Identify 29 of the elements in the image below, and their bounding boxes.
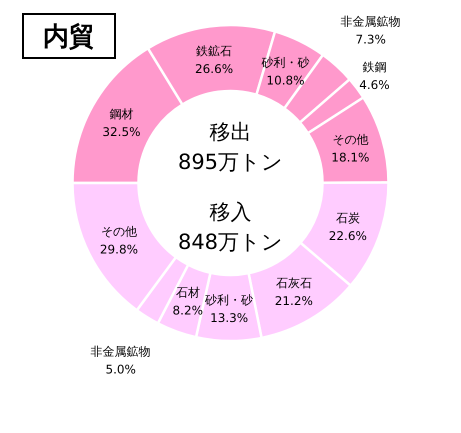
slice-label: その他 — [100, 224, 137, 238]
text: 移入 — [210, 200, 252, 224]
data-label: 10.8% — [266, 74, 305, 88]
data-label: 8.2% — [172, 303, 204, 318]
slice-label: 石材 — [176, 285, 200, 300]
text: 848万トン — [178, 230, 284, 254]
data-label: 18.1% — [331, 150, 370, 165]
data-label: 5.0% — [105, 362, 136, 377]
data-label: 29.8% — [100, 242, 138, 256]
chart-title: 内貿 — [22, 13, 116, 59]
text: 移出 — [210, 120, 252, 144]
slice-label: その他 — [332, 132, 368, 147]
slice-label: 非金属鉱物 — [340, 14, 401, 28]
slice-label: 鉄鉱石 — [196, 44, 232, 58]
slice-label: 石炭 — [336, 211, 360, 226]
slice-label: 鋼材 — [109, 106, 134, 121]
slice-label: 砂利・砂 — [260, 56, 310, 70]
data-label: 13.3% — [210, 310, 248, 325]
data-label: 22.6% — [328, 229, 367, 244]
data-label: 7.3% — [355, 32, 386, 46]
data-label: 26.6% — [194, 62, 234, 76]
slice-label: 非金属鉱物 — [90, 344, 151, 359]
text: 895万トン — [178, 150, 284, 174]
data-label: 21.2% — [274, 294, 313, 308]
slice-label: 砂利・砂 — [204, 292, 254, 307]
slice-label: 石灰石 — [276, 276, 312, 290]
data-label: 4.6% — [359, 78, 390, 92]
slice-label: 鉄鋼 — [362, 60, 386, 74]
data-label: 32.5% — [102, 124, 140, 139]
